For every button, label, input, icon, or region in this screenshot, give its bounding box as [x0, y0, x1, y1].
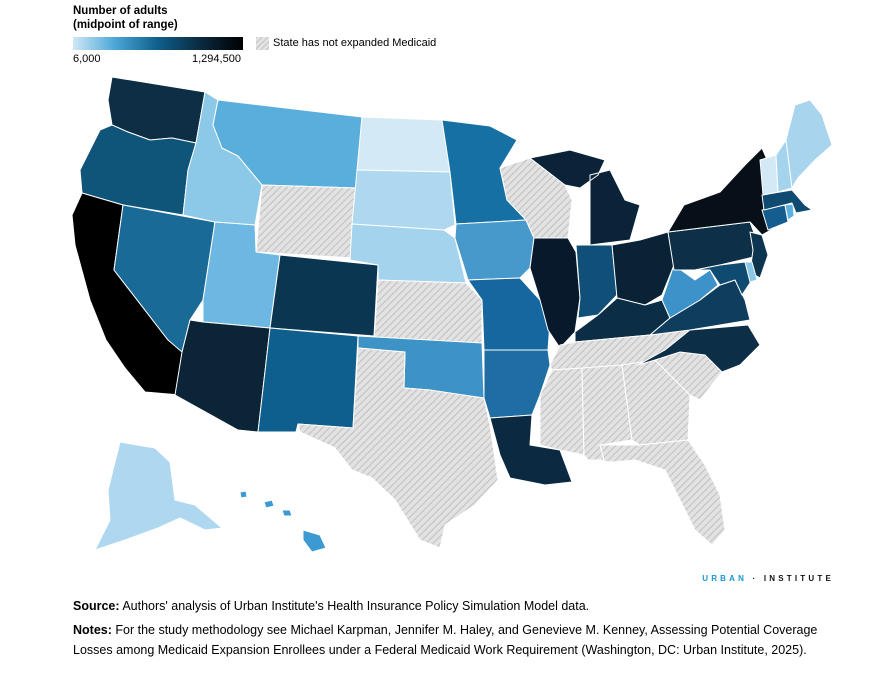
state-AK — [94, 441, 223, 551]
state-MS — [539, 367, 585, 456]
state-LA — [489, 414, 573, 486]
state-MD — [694, 261, 753, 296]
source-label: Source: — [73, 599, 120, 613]
brand-logo: URBAN · INSTITUTE — [702, 574, 834, 583]
footer-notes: Source: Authors' analysis of Urban Insti… — [73, 596, 833, 664]
legend: Number of adults (midpoint of range) 6,0… — [73, 4, 436, 65]
state-DE — [744, 261, 758, 283]
state-WY — [255, 184, 357, 259]
notes-label: Notes: — [73, 623, 112, 637]
state-TX — [297, 347, 499, 549]
notes-line: Notes: For the study methodology see Mic… — [73, 620, 833, 660]
state-KS — [373, 279, 483, 344]
state-ME — [785, 99, 833, 189]
state-MO — [467, 277, 551, 351]
state-RI — [784, 203, 795, 221]
state-NJ — [749, 231, 769, 279]
legend-hatch-swatch — [256, 37, 269, 50]
state-IA — [454, 219, 535, 281]
state-VT — [759, 154, 779, 196]
legend-min-label: 6,000 — [73, 53, 101, 65]
us-map — [71, 76, 833, 553]
state-HI — [239, 490, 327, 553]
brand-part2: INSTITUTE — [763, 574, 834, 583]
state-ND — [356, 116, 451, 173]
legend-title-line1: Number of adults — [73, 5, 168, 17]
notes-text: For the study methodology see Michael Ka… — [73, 623, 818, 657]
state-SD — [351, 169, 456, 231]
state-FL — [587, 439, 726, 546]
legend-title: Number of adults (midpoint of range) — [73, 4, 178, 32]
state-NM — [257, 327, 359, 433]
state-AZ — [174, 319, 271, 433]
legend-hatch-label: State has not expanded Medicaid — [273, 37, 437, 49]
state-MI — [529, 149, 641, 246]
legend-title-line2: (midpoint of range) — [73, 19, 178, 31]
state-MA — [761, 189, 813, 214]
source-text: Authors' analysis of Urban Institute's H… — [119, 599, 590, 613]
brand-part1: URBAN — [702, 574, 748, 583]
state-IL — [529, 237, 581, 349]
legend-color-gradient — [73, 37, 243, 50]
state-CO — [269, 254, 379, 337]
state-AR — [483, 349, 551, 419]
state-NC — [637, 324, 761, 373]
legend-max-label: 1,294,500 — [192, 53, 241, 65]
brand-separator: · — [752, 574, 759, 583]
source-line: Source: Authors' analysis of Urban Insti… — [73, 596, 833, 616]
